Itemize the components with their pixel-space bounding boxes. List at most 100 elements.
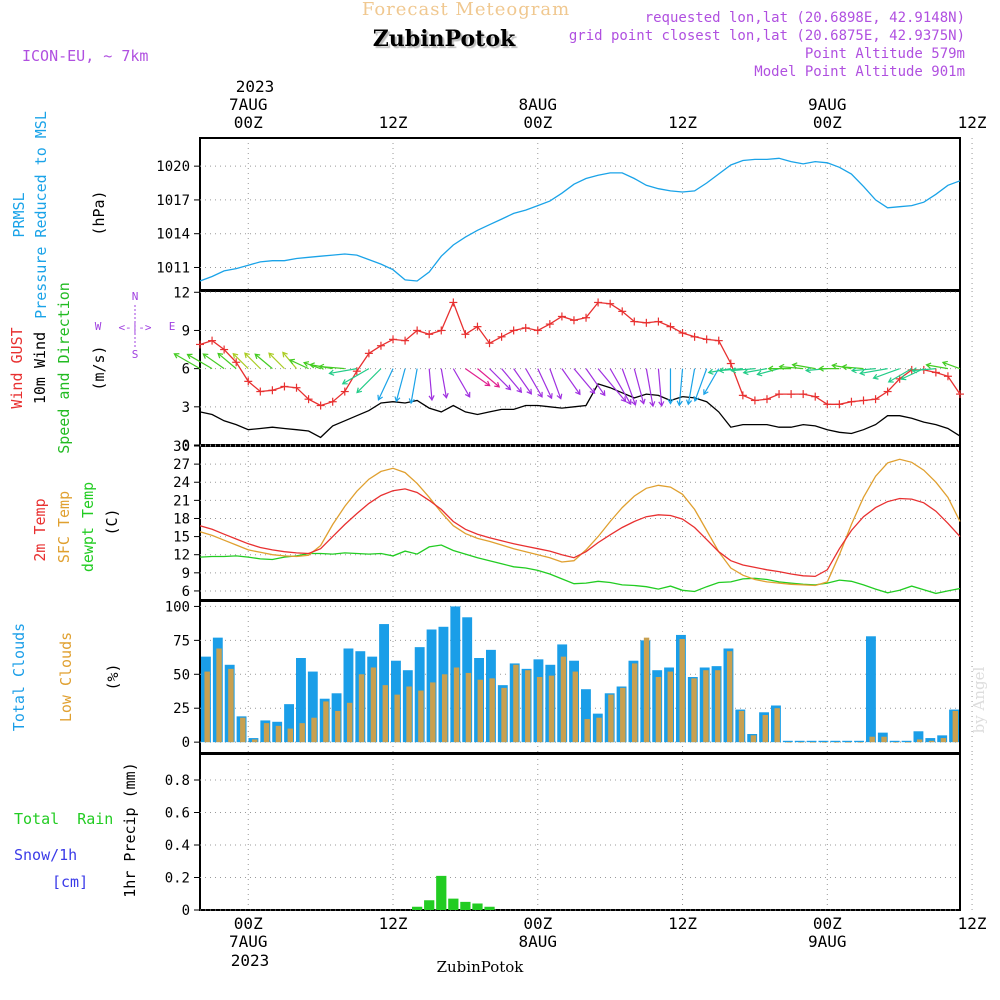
low-clouds-bar	[370, 667, 377, 743]
arrow-head	[282, 351, 288, 358]
arrow-head	[537, 391, 543, 398]
arrow-shaft	[694, 368, 708, 402]
wind-gust-marker	[618, 307, 627, 316]
wind-direction-arrow	[501, 368, 523, 394]
wind-direction-arrow	[730, 367, 755, 374]
wind-unit-label: (m/s)	[90, 345, 108, 390]
arrow-shaft	[377, 368, 394, 401]
arrow-shaft	[217, 353, 237, 370]
low-clouds-bar	[418, 690, 424, 743]
arrow-head	[703, 389, 709, 396]
temp-dewpt-label: dewpt Temp	[79, 482, 97, 572]
low-clouds-bar	[311, 717, 317, 743]
wind-gust-marker	[702, 335, 711, 344]
wind-gust-marker	[521, 323, 530, 332]
arrow-shaft	[525, 368, 543, 398]
wind-direction-arrow	[394, 368, 406, 403]
wind-gust-marker	[582, 313, 591, 322]
pressure-unit-label: (hPa)	[90, 190, 108, 235]
ytick-label: 75	[173, 633, 190, 649]
low-clouds-bar	[857, 742, 864, 743]
low-clouds-bar	[833, 742, 840, 743]
wind-gust-marker	[811, 392, 820, 401]
low-clouds-bar	[584, 719, 590, 743]
low-clouds-bar	[240, 717, 246, 743]
wind-gust-marker	[485, 339, 494, 348]
arrow-head	[217, 352, 224, 359]
wind-direction-arrow	[941, 360, 961, 370]
arrow-shaft	[609, 368, 632, 405]
arrow-head	[685, 399, 693, 406]
total-clouds-bar	[818, 740, 829, 743]
ytick-label: 0.6	[165, 806, 190, 822]
arrow-shaft	[873, 368, 900, 379]
bottom-year-label: 2023	[231, 951, 270, 970]
arrow-shaft	[792, 364, 816, 370]
ytick-label: 27	[173, 457, 190, 473]
top-axis-date: 7AUG	[229, 95, 268, 114]
precip-bar	[424, 900, 435, 910]
arrow-shaft	[549, 368, 562, 399]
ytick-label: 1017	[156, 193, 190, 209]
total-clouds-bar	[379, 624, 389, 743]
arrow-head	[328, 369, 335, 376]
arrow-shaft	[501, 368, 522, 393]
wind-direction-arrow	[609, 368, 632, 406]
precip-unit-label: 1hr Precip (mm)	[121, 762, 139, 897]
wind-direction-arrow	[465, 368, 491, 387]
wind-direction-arrow	[202, 353, 225, 370]
low-clouds-bar	[679, 639, 685, 743]
arrow-head	[718, 367, 725, 374]
low-clouds-bar	[299, 723, 305, 743]
arrow-shaft	[410, 368, 418, 404]
arrow-shaft	[779, 365, 804, 370]
low-clouds-bar	[228, 668, 234, 743]
wind-direction-arrow	[537, 368, 553, 400]
arrow-head	[818, 365, 824, 372]
arrow-shaft	[202, 353, 225, 370]
ytick-label: 50	[173, 667, 190, 683]
low-clouds-bar	[905, 742, 911, 743]
low-clouds-bar	[774, 708, 780, 743]
requested-coords: requested lon,lat (20.6898E, 42.9148N)	[645, 10, 965, 26]
wind-direction-arrow	[872, 368, 900, 380]
precip-bar	[472, 903, 483, 910]
arrow-head	[925, 362, 932, 369]
panel-precip	[199, 753, 973, 911]
wind-direction-arrow	[657, 368, 665, 408]
temp-2m-label: 2m Temp	[31, 498, 49, 561]
arrow-head	[254, 353, 261, 360]
wind-gust-marker	[389, 335, 398, 344]
cloud-unit-label: (%)	[104, 663, 122, 690]
arrow-shaft	[888, 368, 913, 383]
low-clouds-bar	[821, 742, 828, 743]
arrow-head	[693, 395, 700, 403]
arrow-shaft	[174, 353, 201, 370]
arrow-shaft	[657, 368, 663, 406]
wind-direction-arrow	[408, 368, 418, 405]
wind-gust-marker	[799, 390, 808, 399]
arrow-shaft	[585, 368, 606, 396]
wind-gust-marker	[376, 341, 385, 350]
wind-gust-marker	[437, 326, 446, 335]
wind-direction-arrow	[573, 368, 596, 395]
low-clouds-bar	[738, 710, 745, 743]
wind-direction-arrow	[693, 368, 708, 403]
wind-direction-arrow	[841, 364, 864, 371]
arrow-shaft	[942, 361, 961, 370]
wind-direction-arrow	[549, 368, 563, 400]
wind-gust-marker	[232, 358, 241, 367]
dewpt-series-line	[199, 544, 961, 595]
wind-direction-arrow	[703, 368, 720, 396]
arrow-head	[900, 374, 907, 381]
wind-direction-arrow	[232, 352, 249, 370]
arrow-shaft	[329, 368, 357, 375]
ytick-label: 25	[173, 701, 190, 717]
direction-key-arrows: <-|->	[118, 321, 151, 334]
arrow-head	[841, 364, 848, 371]
arrow-head	[244, 352, 250, 359]
arrow-shaft	[513, 368, 532, 395]
arrow-head	[831, 362, 838, 370]
low-clouds-bar	[501, 687, 507, 743]
low-clouds-bar	[358, 674, 365, 743]
